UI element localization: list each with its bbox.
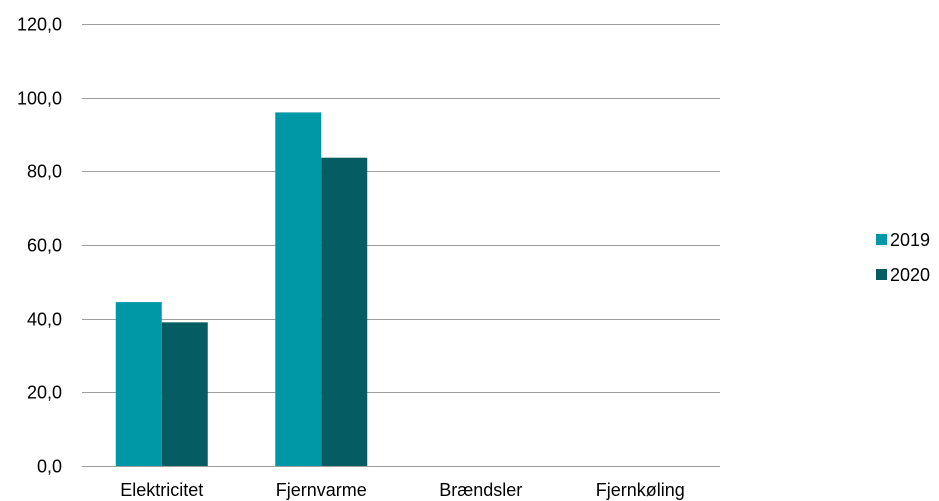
legend-swatch-2019 — [876, 234, 887, 245]
y-tick-label: 100,0 — [17, 89, 62, 109]
y-tick-label: 80,0 — [27, 162, 62, 182]
legend-label-2020: 2020 — [890, 265, 930, 285]
y-tick-label: 20,0 — [27, 383, 62, 403]
legend-label-2019: 2019 — [890, 230, 930, 250]
x-tick-label: Fjernvarme — [276, 480, 367, 500]
bar-2019-0 — [115, 302, 162, 466]
bars — [115, 112, 368, 467]
legend-swatch-2020 — [876, 269, 887, 280]
x-tick-label: Brændsler — [439, 480, 522, 500]
y-tick-label: 60,0 — [27, 236, 62, 256]
y-axis-tick-labels: 0,0 20,0 40,0 60,0 80,0 100,0 120,0 — [17, 15, 62, 477]
x-axis-tick-labels: Elektricitet Fjernvarme Brændsler Fjernkøli… — [120, 480, 685, 500]
bar-2020-0 — [161, 322, 208, 466]
bar-2020-1 — [321, 157, 368, 466]
y-tick-label: 0,0 — [37, 457, 62, 477]
y-tick-label: 40,0 — [27, 310, 62, 330]
legend: 2019 2020 — [876, 230, 930, 285]
y-tick-label: 120,0 — [17, 15, 62, 35]
bar-2019-1 — [275, 112, 322, 467]
x-tick-label: Elektricitet — [120, 480, 203, 500]
x-tick-label: Fjernkøling — [596, 480, 685, 500]
